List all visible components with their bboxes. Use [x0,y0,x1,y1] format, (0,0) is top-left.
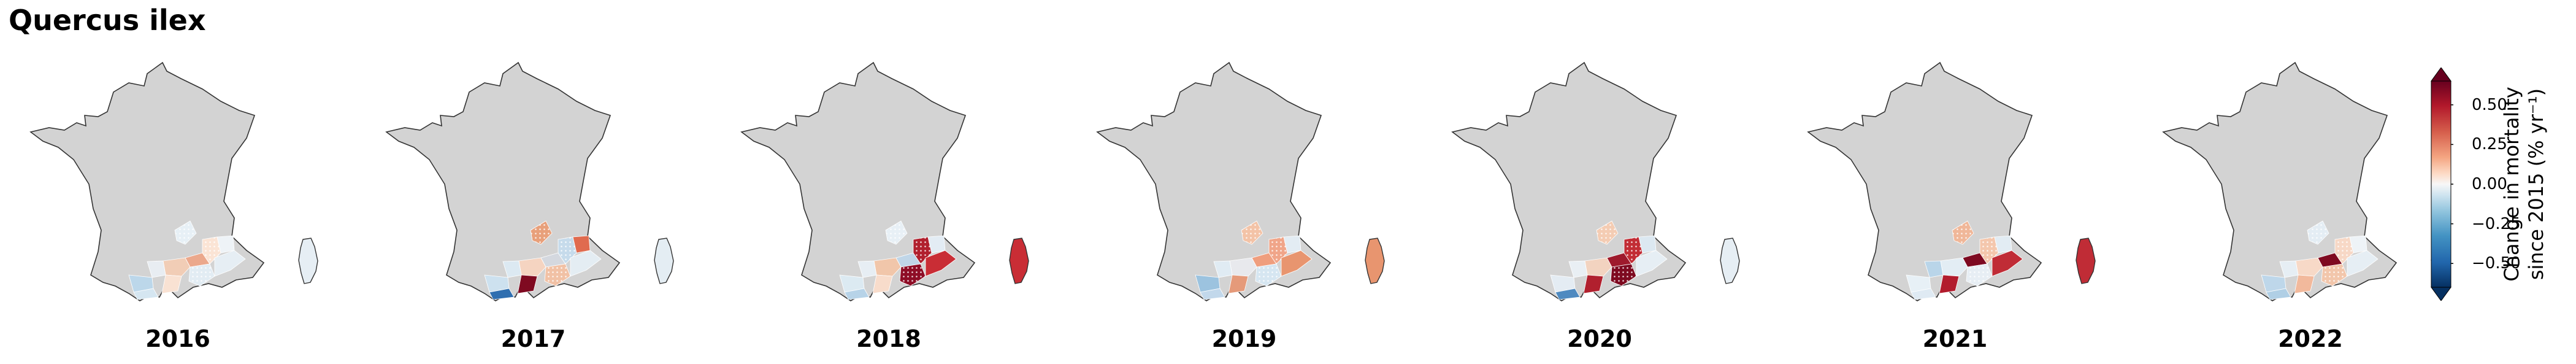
region-7 [133,288,159,300]
france-map [740,61,1029,301]
region-7 [488,288,515,300]
region-7 [1199,288,1225,300]
region-6 [1938,274,1960,294]
france-map [2162,61,2451,301]
corsica [298,238,318,284]
france-map [385,61,674,301]
significance-stipple [175,221,196,244]
significance-stipple [1255,264,1281,286]
colorbar-tick-label: 0.00 [2472,175,2507,193]
year-label-2022: 2022 [2278,325,2343,352]
map-panel-2019 [1073,55,1416,313]
map-panel-2020 [1428,55,1771,313]
colorbar-tick-label: −0.50 [2472,254,2521,273]
year-label-2020: 2020 [1567,325,1632,352]
map-panel-2017 [362,55,705,313]
colorbar-extend-low [2431,287,2451,301]
map-panel-2016 [6,55,350,313]
corsica [653,238,674,284]
significance-stipple [900,264,926,286]
corsica [2075,238,2096,284]
significance-stipple [1966,264,1992,286]
colorbar-label-line2: since 2015 (% yr⁻¹) [2524,88,2548,281]
france-map [29,61,318,301]
significance-stipple [544,264,570,286]
region-6 [1583,274,1604,294]
year-label-2017: 2017 [500,325,566,352]
region-6 [2294,274,2315,294]
corsica [1364,238,1385,284]
significance-stipple [1597,221,1618,244]
year-label-2016: 2016 [145,325,210,352]
region-11 [570,250,602,277]
france-map [1095,61,1385,301]
significance-stipple [1241,221,1263,244]
year-label-2019: 2019 [1211,325,1277,352]
region-7 [1555,288,1581,300]
year-label-2018: 2018 [856,325,921,352]
colorbar [2431,68,2453,301]
significance-stipple [530,221,552,244]
map-panel-2022 [2139,55,2482,313]
region-11 [214,250,246,277]
france-map [1806,61,2096,301]
colorbar-extend-high [2431,68,2451,82]
region-11 [1636,250,1668,277]
map-panel-2021 [1784,55,2127,313]
year-label-2021: 2021 [1922,325,1988,352]
significance-stipple [886,221,907,244]
figure-title: Quercus ilex [9,4,206,37]
region-6 [161,274,182,294]
france-map [1451,61,1740,301]
region-6 [516,274,538,294]
colorbar-gradient [2431,80,2451,288]
significance-stipple [2321,264,2347,286]
significance-stipple [1952,221,1974,244]
map-panel-2018 [717,55,1060,313]
region-6 [1227,274,1249,294]
corsica [1009,238,1029,284]
region-11 [1991,250,2023,277]
region-6 [872,274,893,294]
colorbar-tick-label: 0.25 [2472,135,2507,154]
region-7 [844,288,870,300]
significance-stipple [1611,264,1636,286]
colorbar-label-line1: Change in mortality [2500,87,2523,282]
significance-stipple [189,264,215,286]
region-7 [2266,288,2291,300]
corsica [1720,238,1740,284]
colorbar-label: Change in mortality since 2015 (% yr⁻¹) [2499,87,2548,281]
colorbar-tick-label: 0.50 [2472,95,2507,114]
region-7 [1910,288,1936,300]
region-11 [1281,250,1313,277]
significance-stipple [2307,221,2329,244]
colorbar-tick-label: −0.25 [2472,214,2521,233]
region-11 [925,250,957,277]
region-11 [2347,250,2379,277]
